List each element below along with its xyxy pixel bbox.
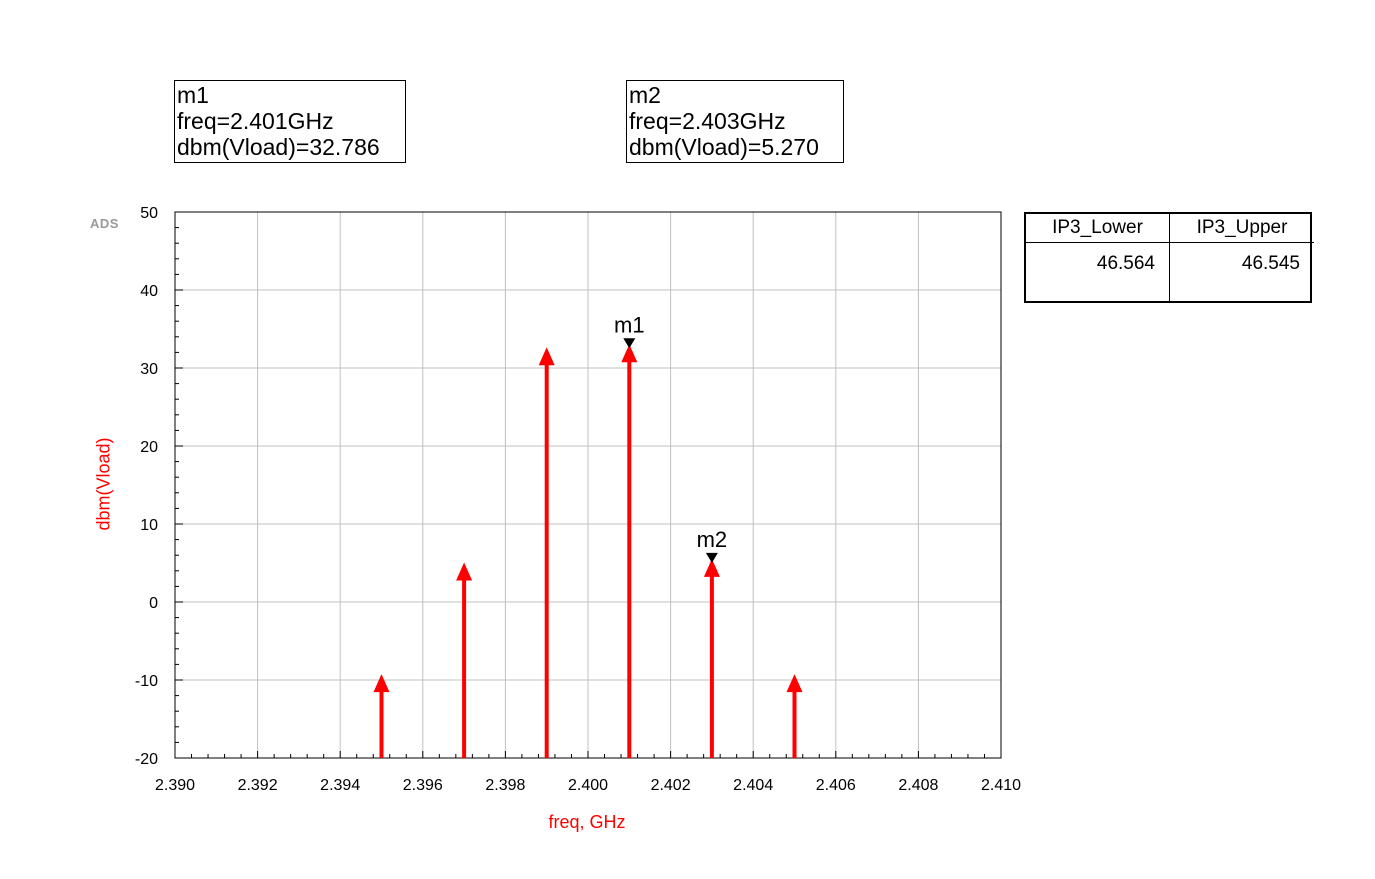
bar-arrowhead [621,344,638,363]
marker-m2-dbm: dbm(Vload)=5.270 [629,134,819,160]
x-tick-label: 2.404 [733,777,773,794]
x-tick-label: 2.406 [816,777,856,794]
marker-m1-name: m1 [177,82,209,108]
spectrum-tone-bar [538,347,555,758]
marker-m1-triangle [623,338,636,349]
spectrum-tone-bar [703,558,720,758]
marker-m2-name: m2 [629,82,661,108]
marker-m2-freq: freq=2.403GHz [629,108,786,134]
ip3-lower-value: 46.564 [1096,253,1155,274]
x-tick-label: 2.410 [981,777,1021,794]
x-tick-label: 2.394 [320,777,360,794]
y-tick-label: -20 [135,751,158,768]
ads-watermark: ADS [90,216,119,231]
x-tick-label: 2.402 [651,777,691,794]
x-axis-label: freq, GHz [548,812,626,832]
x-tick-label: 2.400 [568,777,608,794]
ip3-upper-value: 46.545 [1241,253,1300,274]
x-tick-label: 2.392 [238,777,278,794]
ip3-upper-column: IP3_Upper 46.545 [1170,214,1314,301]
x-tick-label: 2.398 [485,777,525,794]
spectrum-tone-bar [786,674,803,758]
ip3-upper-header: IP3_Upper [1170,214,1314,243]
spectrum-tone-bar [373,674,390,758]
y-tick-label: -10 [135,673,158,690]
bar-arrowhead [786,674,803,693]
y-tick-label: 10 [140,517,158,534]
x-tick-label: 2.408 [898,777,938,794]
bar-arrowhead [373,674,390,693]
marker-m2-triangle [705,552,718,563]
spectrum-tone-bar [456,562,473,758]
y-tick-label: 0 [149,595,158,612]
y-axis-label: dbm(Vload) [93,437,114,531]
y-tick-label: 20 [140,439,158,456]
ip3-lower-column: IP3_Lower 46.564 [1026,214,1170,301]
marker-m1-label: m1 [614,312,645,337]
y-tick-label: 50 [140,205,158,222]
marker-m1-dbm: dbm(Vload)=32.786 [177,134,380,160]
bar-arrowhead [456,562,473,581]
spectrum-tone-bar [621,344,638,758]
marker-m2-label: m2 [697,527,728,552]
ip3-lower-header: IP3_Lower [1026,214,1169,243]
y-tick-label: 30 [140,361,158,378]
bar-arrowhead [538,347,555,366]
marker-m1-freq: freq=2.401GHz [177,108,334,134]
bar-arrowhead [703,558,720,577]
marker-m2-readout: m2 freq=2.403GHz dbm(Vload)=5.270 [626,80,844,163]
x-tick-label: 2.396 [403,777,443,794]
marker-m1-readout: m1 freq=2.401GHz dbm(Vload)=32.786 [174,80,406,163]
y-tick-label: 40 [140,283,158,300]
x-tick-label: 2.390 [155,777,195,794]
ip3-table: IP3_Lower 46.564 IP3_Upper 46.545 [1024,212,1314,303]
